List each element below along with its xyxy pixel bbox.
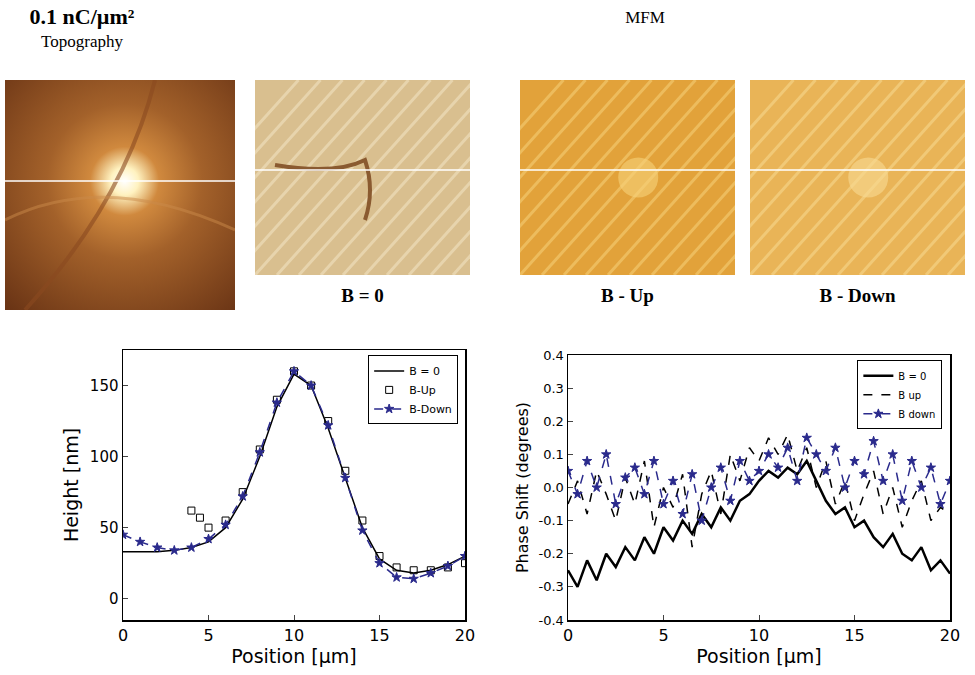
svg-text:50: 50 (99, 519, 118, 537)
svg-text:5: 5 (203, 626, 213, 645)
svg-text:Position [µm]: Position [µm] (231, 645, 356, 667)
svg-text:Height [nm]: Height [nm] (60, 428, 82, 542)
html-text:0.1 nC/µm²: 0.1 nC/µm² (29, 4, 135, 29)
svg-text:0.2: 0.2 (543, 414, 564, 429)
svg-text:0: 0 (118, 626, 128, 645)
svg-text:B = 0: B = 0 (409, 365, 440, 378)
svg-text:5: 5 (658, 626, 668, 645)
svg-text:0: 0 (109, 590, 119, 608)
svg-text:-0.3: -0.3 (539, 579, 564, 594)
svg-text:Position [µm]: Position [µm] (696, 645, 821, 667)
html-text:MFM: MFM (625, 8, 665, 27)
svg-text:-0.2: -0.2 (539, 546, 564, 561)
svg-text:15: 15 (369, 626, 389, 645)
svg-text:B down: B down (898, 409, 935, 420)
svg-text:15: 15 (844, 626, 864, 645)
svg-text:-0.1: -0.1 (539, 513, 564, 528)
svg-text:0.3: 0.3 (543, 381, 564, 396)
svg-text:0.1: 0.1 (543, 447, 564, 462)
svg-text:B-Up: B-Up (409, 384, 436, 397)
html-text:B = 0: B = 0 (341, 285, 384, 306)
svg-text:0: 0 (563, 626, 573, 645)
svg-text:20: 20 (455, 626, 475, 645)
svg-text:10: 10 (284, 626, 304, 645)
svg-text:20: 20 (940, 626, 960, 645)
svg-text:-0.4: -0.4 (539, 613, 564, 628)
svg-text:B up: B up (898, 390, 921, 401)
html-text:Topography: Topography (41, 32, 123, 51)
svg-text:0.4: 0.4 (543, 348, 564, 363)
svg-text:100: 100 (90, 448, 119, 466)
svg-text:150: 150 (90, 377, 119, 395)
svg-text:B = 0: B = 0 (898, 371, 926, 382)
svg-text:Phase Shift (degrees): Phase Shift (degrees) (513, 402, 532, 573)
svg-text:10: 10 (749, 626, 769, 645)
svg-text:B-Down: B-Down (409, 403, 452, 416)
html-text:B - Down: B - Down (819, 285, 896, 306)
svg-text:0.0: 0.0 (543, 480, 564, 495)
html-text:B - Up: B - Up (601, 285, 654, 306)
